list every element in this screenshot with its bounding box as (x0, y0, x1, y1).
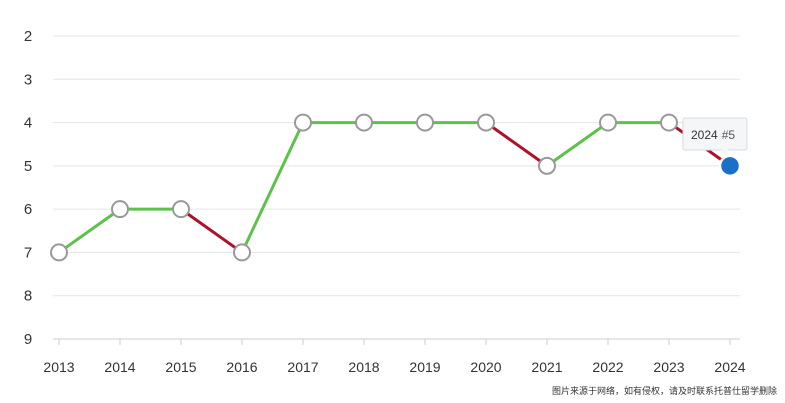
y-tick-label: 6 (24, 201, 32, 218)
data-point-highlighted[interactable] (718, 154, 742, 178)
data-point[interactable] (538, 156, 556, 175)
line-segment (545, 121, 610, 168)
data-point[interactable] (233, 243, 251, 262)
y-tick-label: 7 (24, 244, 32, 261)
tooltip-year: 2024 (691, 128, 718, 142)
y-axis: 2 3 4 5 6 7 8 9 (24, 28, 32, 348)
data-point[interactable] (111, 200, 129, 219)
y-tick-label: 9 (24, 331, 32, 348)
x-tick-label: 2017 (287, 359, 318, 375)
data-point[interactable] (477, 113, 495, 132)
data-point[interactable] (599, 113, 617, 132)
x-tick-label: 2014 (104, 359, 135, 375)
data-points (50, 113, 742, 262)
grid-lines (53, 35, 740, 340)
y-tick-label: 5 (24, 158, 32, 175)
data-point[interactable] (294, 113, 312, 132)
data-point[interactable] (660, 113, 678, 132)
x-tick-label: 2015 (165, 359, 196, 375)
data-point[interactable] (355, 113, 373, 132)
data-point[interactable] (416, 113, 434, 132)
tooltip-rank: #5 (722, 128, 736, 142)
x-tick-label: 2021 (531, 359, 562, 375)
line-segment (179, 207, 244, 254)
data-point[interactable] (50, 243, 68, 262)
y-tick-label: 4 (24, 115, 32, 132)
image-source-note: 图片来源于网络，如有侵权，请及时联系托普仕留学删除 (551, 387, 777, 397)
x-tick-label: 2019 (409, 359, 440, 375)
x-tick-label: 2018 (348, 359, 379, 375)
data-point[interactable] (172, 200, 190, 219)
x-tick-label: 2023 (653, 359, 684, 375)
y-tick-label: 8 (24, 288, 32, 305)
line-segment (57, 207, 122, 254)
x-tick-label: 2013 (43, 359, 74, 375)
x-tick-label: 2022 (592, 359, 623, 375)
x-tick-label: 2020 (470, 359, 501, 375)
line-segment (240, 121, 305, 254)
y-tick-label: 3 (24, 71, 32, 88)
tooltip-pointer (721, 149, 729, 156)
x-axis: 2013 2014 2015 2016 2017 2018 2019 2020 2021 2022… (43, 339, 746, 375)
line-segments (57, 121, 732, 254)
tooltip-box (682, 117, 748, 151)
tooltip-text: 2024 #5 (691, 128, 735, 142)
y-tick-label: 2 (24, 28, 32, 45)
x-tick-label: 2024 (714, 359, 745, 375)
x-tick-label: 2016 (226, 359, 257, 375)
line-segment (484, 121, 549, 168)
tooltip: 2024 #5 (682, 117, 748, 156)
